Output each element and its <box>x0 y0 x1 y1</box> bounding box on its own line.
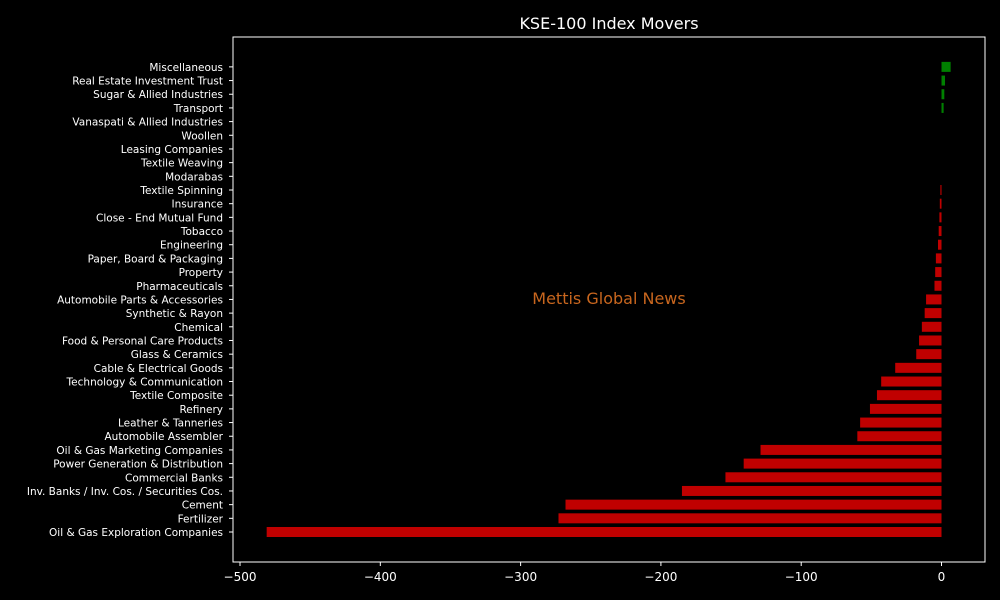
bar-2 <box>565 499 942 510</box>
bar-0 <box>266 527 942 537</box>
bar-22 <box>938 226 942 237</box>
category-label-1: Fertilizer <box>178 513 224 525</box>
bar-8 <box>860 417 942 428</box>
bar-18 <box>934 280 942 291</box>
category-label-25: Textile Spinning <box>139 185 223 197</box>
bars <box>266 61 951 537</box>
category-label-23: Close - End Mutual Fund <box>96 212 223 224</box>
category-label-21: Engineering <box>160 240 223 252</box>
category-label-30: Vanaspati & Allied Industries <box>72 117 223 129</box>
category-label-22: Tobacco <box>180 226 223 238</box>
bar-32 <box>941 89 945 100</box>
x-tick-label-5: 0 <box>938 570 946 584</box>
category-label-16: Synthetic & Rayon <box>126 308 223 320</box>
bar-31 <box>941 102 944 113</box>
category-label-3: Inv. Banks / Inv. Cos. / Securities Cos. <box>27 486 223 498</box>
bar-3 <box>681 485 942 496</box>
bar-12 <box>895 362 942 373</box>
chart-title: KSE-100 Index Movers <box>519 14 698 33</box>
x-tick-label-1: −400 <box>364 570 397 584</box>
category-label-31: Transport <box>173 103 223 115</box>
bar-23 <box>939 212 942 223</box>
bar-34 <box>941 61 951 72</box>
category-label-32: Sugar & Allied Industries <box>93 89 223 101</box>
category-labels: Oil & Gas Exploration Companies Fertilize… <box>27 62 233 539</box>
category-label-20: Paper, Board & Packaging <box>88 253 223 265</box>
category-label-10: Textile Composite <box>129 390 223 402</box>
bar-11 <box>881 376 942 387</box>
category-label-15: Chemical <box>174 322 223 334</box>
bar-15 <box>921 321 942 332</box>
bar-25 <box>940 185 942 195</box>
bar-20 <box>935 253 942 264</box>
bar-13 <box>916 349 942 360</box>
bar-9 <box>869 403 942 414</box>
bar-6 <box>760 444 942 455</box>
category-label-13: Glass & Ceramics <box>131 349 223 361</box>
category-label-17: Automobile Parts & Accessories <box>57 294 223 306</box>
category-label-8: Leather & Tanneries <box>118 418 223 430</box>
x-tick-label-2: −300 <box>504 570 537 584</box>
bar-21 <box>938 239 942 250</box>
category-label-27: Textile Weaving <box>140 158 223 170</box>
bar-14 <box>919 335 942 346</box>
category-label-12: Cable & Electrical Goods <box>94 363 223 375</box>
category-label-29: Woollen <box>181 130 223 142</box>
category-label-24: Insurance <box>171 199 223 211</box>
bar-33 <box>941 75 946 86</box>
watermark: Mettis Global News <box>532 289 685 308</box>
bar-16 <box>924 308 942 319</box>
x-axis-ticks: −500 −400 −300 −200 −100 0 <box>224 562 946 584</box>
x-tick-label-3: −200 <box>644 570 677 584</box>
bar-4 <box>725 472 942 483</box>
bar-17 <box>926 294 942 305</box>
category-label-9: Refinery <box>179 404 223 416</box>
category-label-6: Oil & Gas Marketing Companies <box>56 445 223 457</box>
category-label-11: Technology & Communication <box>66 377 223 389</box>
category-label-33: Real Estate Investment Trust <box>72 76 223 88</box>
plot-frame <box>232 36 986 563</box>
category-label-14: Food & Personal Care Products <box>62 335 223 347</box>
bar-1 <box>558 513 942 524</box>
category-label-19: Property <box>179 267 223 279</box>
category-label-18: Pharmaceuticals <box>136 281 223 293</box>
bar-24 <box>939 198 942 209</box>
x-tick-label-4: −100 <box>785 570 818 584</box>
category-label-7: Automobile Assembler <box>105 431 224 443</box>
x-tick-label-0: −500 <box>224 570 257 584</box>
category-label-2: Cement <box>182 500 223 512</box>
bar-10 <box>876 390 942 401</box>
category-label-5: Power Generation & Distribution <box>53 459 223 471</box>
bar-7 <box>857 431 942 442</box>
category-label-34: Miscellaneous <box>149 62 223 74</box>
bar-5 <box>743 458 942 469</box>
category-label-0: Oil & Gas Exploration Companies <box>49 527 223 539</box>
category-label-26: Modarabas <box>165 171 223 183</box>
category-label-4: Commercial Banks <box>125 472 223 484</box>
category-label-28: Leasing Companies <box>121 144 223 156</box>
bar-19 <box>935 267 942 278</box>
